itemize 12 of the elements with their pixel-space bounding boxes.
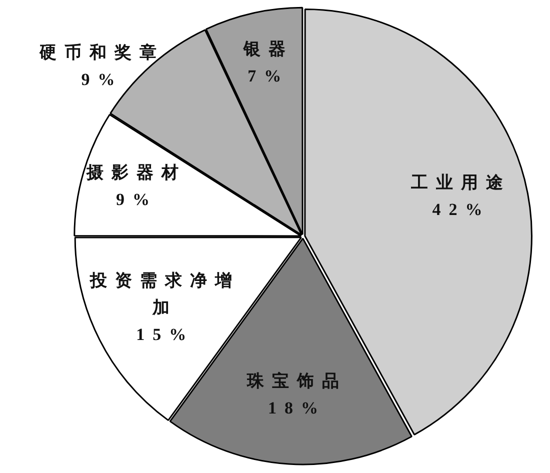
slice-label: 工业用途 [410, 172, 512, 192]
data-label: 9% [81, 70, 123, 90]
data-label: 9% [116, 190, 158, 209]
data-label: 7% [248, 66, 290, 86]
data-label: 18% [268, 398, 326, 418]
slice-label: 银器 [242, 39, 294, 58]
slice-label: 珠宝饰品 [246, 371, 347, 390]
slice-label: 硬币和奖章 [38, 43, 164, 62]
data-label: 15% [136, 325, 194, 344]
data-label: 42% [432, 200, 490, 219]
slice-label: 投资需求净增加 [89, 271, 240, 318]
slice-label: 摄影器材 [86, 162, 187, 182]
